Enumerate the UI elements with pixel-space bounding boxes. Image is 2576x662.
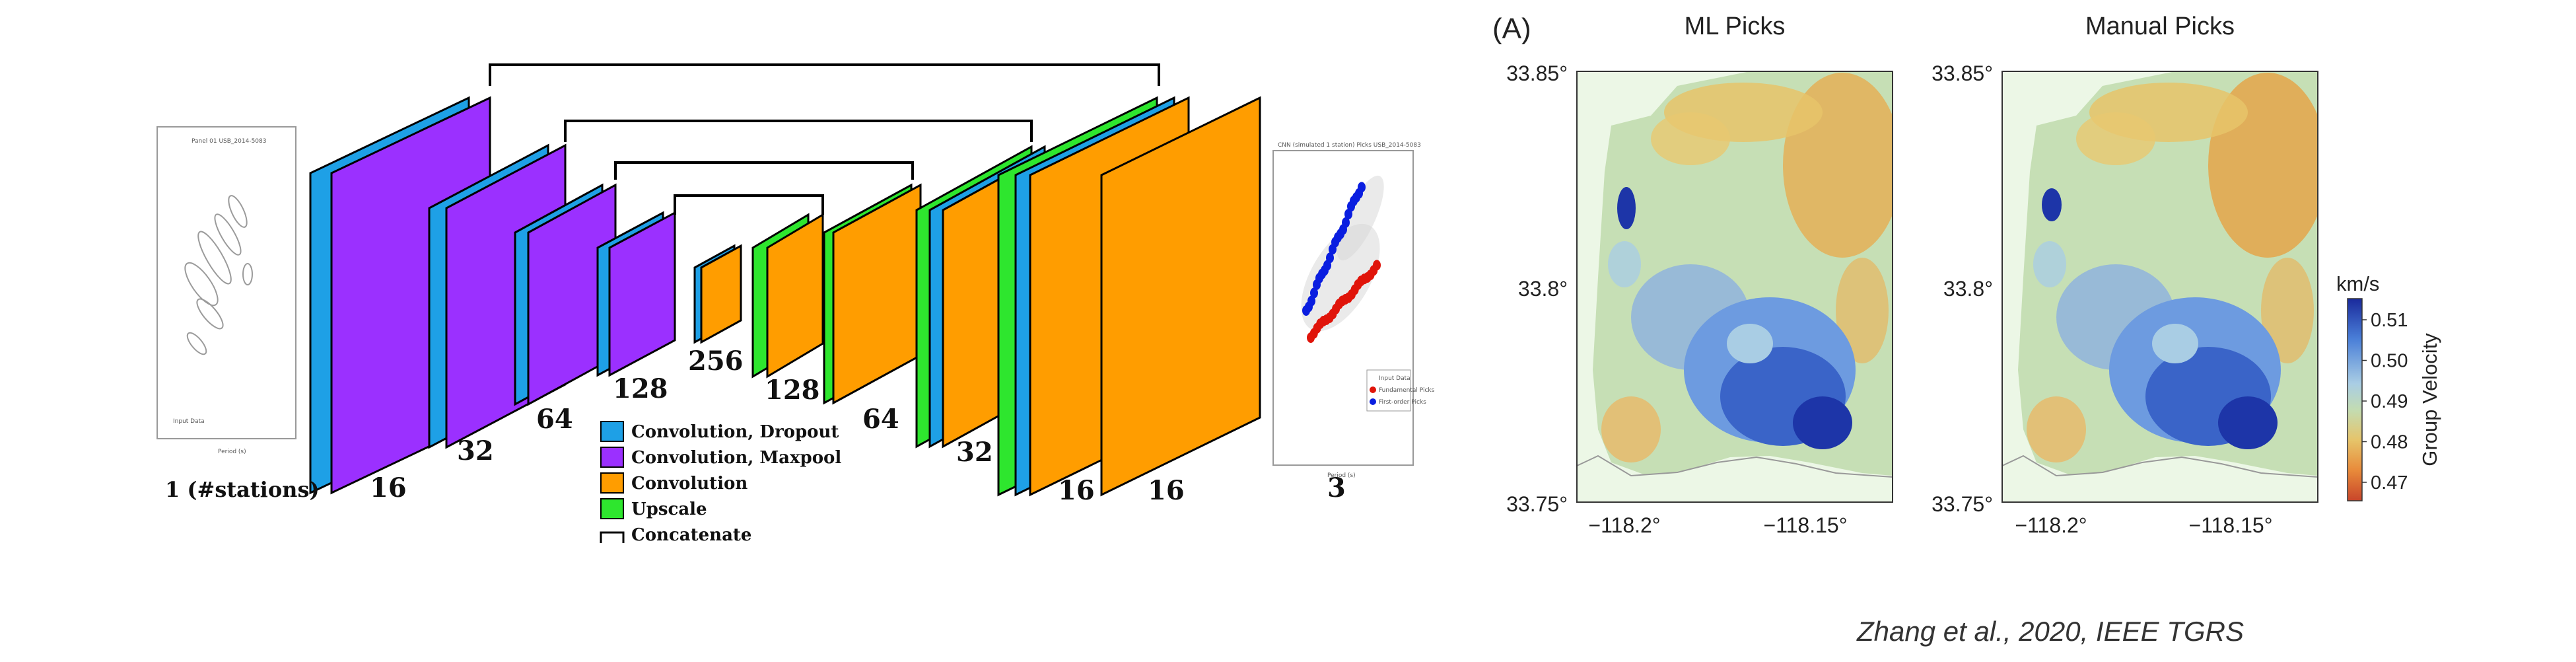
legend-label: Concatenate — [631, 525, 751, 545]
concatenate-brackets — [489, 63, 1160, 215]
fundamental-pick-marker — [1342, 217, 1350, 228]
legend-label: Upscale — [631, 499, 707, 519]
skip-connection-64 — [614, 161, 914, 180]
unet-legend: Convolution, Dropout Convolution, Maxpool… — [600, 421, 841, 545]
label-dec1a: 16 — [1058, 475, 1095, 506]
first-order-picks-series — [1307, 260, 1381, 343]
colorbar-tick-label: 0.50 — [2371, 351, 2408, 372]
output-plot-xlabel: Period (s) — [1327, 472, 1356, 479]
label-input-stations: 1 (#stations) — [165, 477, 320, 502]
label-output: 3 — [1327, 472, 1346, 503]
colorbar-title: Group Velocity — [2418, 333, 2441, 466]
skip-connection-16 — [489, 63, 1160, 86]
legend-swatch — [600, 421, 624, 442]
unet-architecture-diagram: Panel 01 USB_2014-5083 Input Data Period… — [157, 63, 1435, 545]
map-ml-y-ticks: 33.85° 33.8° 33.75° — [1506, 61, 1568, 516]
manual-y-tick-33-75: 33.75° — [1932, 492, 1993, 516]
fundamental-pick-marker — [1358, 182, 1366, 193]
colorbar-tick-label: 0.48 — [2371, 432, 2408, 453]
map-manual-x-ticks: −118.2° −118.15° — [2015, 513, 2272, 537]
decoder — [751, 96, 1261, 497]
colorbar-tick-label: 0.49 — [2371, 391, 2408, 412]
ml-y-tick-33-8: 33.8° — [1518, 277, 1568, 301]
map-manual-picks — [2002, 71, 2318, 503]
legend-swatch-concatenate — [600, 531, 625, 543]
skip-connection-128 — [674, 194, 824, 215]
dec3-conv-layer — [832, 183, 922, 405]
dec1-conv-layer-b — [1100, 96, 1261, 497]
input-data-plot: Panel 01 USB_2014-5083 Input Data Period… — [157, 126, 296, 455]
label-enc3: 64 — [536, 404, 573, 435]
input-plot-xlabel: Period (s) — [218, 449, 246, 455]
map-ml-x-ticks: −118.2° −118.15° — [1588, 513, 1847, 537]
label-enc1: 16 — [370, 472, 407, 503]
legend-item-0: Convolution, Dropout — [600, 421, 839, 442]
bottleneck-conv-layer — [700, 244, 742, 344]
colorbar-unit: km/s — [2336, 272, 2379, 295]
label-dec1b: 16 — [1148, 475, 1185, 506]
map-ml-picks — [1576, 71, 1893, 503]
dec4-conv-layer — [766, 213, 824, 379]
input-plot-title: Panel 01 USB_2014-5083 — [191, 138, 266, 145]
input-plot-legend: Input Data — [173, 418, 205, 425]
legend-swatch — [600, 472, 624, 494]
colorbar-tick-label: 0.47 — [2371, 472, 2408, 494]
first-order-pick-marker — [1373, 260, 1381, 271]
enc4-maxpool-layer — [608, 211, 676, 377]
fundamental-pick-marker — [1326, 252, 1334, 264]
label-dec4: 128 — [765, 375, 820, 406]
output-plot-title: CNN (simulated 1 station) Picks USB_2014… — [1278, 142, 1421, 149]
legend-item-2: Convolution — [600, 472, 748, 494]
manual-x-tick-118-2: −118.2° — [2015, 513, 2087, 537]
encoder — [309, 96, 742, 495]
fundamental-pick-marker — [1310, 287, 1318, 299]
legend-label: Convolution — [631, 474, 748, 494]
legend-item-4: Concatenate — [600, 525, 751, 545]
label-dec2: 32 — [956, 437, 993, 468]
legend-label: Convolution, Dropout — [631, 422, 839, 442]
label-dec3: 64 — [862, 404, 899, 435]
velocity-colorbar: km/s 0.51 0.50 0.49 0.48 0.47 Group Velocity — [2336, 272, 2441, 501]
manual-y-tick-33-8: 33.8° — [1943, 277, 1993, 301]
map-title-manual: Manual Picks — [2085, 13, 2235, 40]
ml-x-tick-118-15: −118.15° — [1764, 513, 1848, 537]
colorbar-ticks: 0.51 0.50 0.49 0.48 0.47 — [2362, 310, 2408, 494]
skip-connection-32 — [564, 120, 1033, 142]
fundamental-pick-marker — [1307, 295, 1315, 307]
output-plot-legend: Input Data Fundamental Picks First-order… — [1366, 369, 1435, 412]
citation: Zhang et al., 2020, IEEE TGRS — [1856, 616, 2244, 647]
layer-count-labels: 1 (#stations) 16 32 64 128 256 128 64 32… — [165, 346, 1346, 506]
ml-y-tick-33-85: 33.85° — [1506, 61, 1568, 85]
map-title-ml: ML Picks — [1685, 13, 1786, 40]
legend-item-1: Convolution, Maxpool — [600, 447, 841, 468]
output-legend-first-order: First-order Picks — [1379, 399, 1426, 406]
panel-label: (A) — [1492, 13, 1531, 45]
legend-swatch — [600, 498, 624, 519]
output-legend-fundamental: Fundamental Picks — [1379, 387, 1435, 394]
ml-x-tick-118-2: −118.2° — [1588, 513, 1660, 537]
colorbar-tick-label: 0.51 — [2371, 310, 2408, 331]
legend-label: Convolution, Maxpool — [631, 448, 841, 468]
legend-swatch — [600, 447, 624, 468]
fundamental-picks-series — [1302, 182, 1366, 316]
label-bottleneck: 256 — [688, 346, 744, 377]
manual-x-tick-118-15: −118.15° — [2189, 513, 2273, 537]
output-picks-plot: CNN (simulated 1 station) Picks USB_2014… — [1272, 142, 1435, 479]
manual-y-tick-33-85: 33.85° — [1932, 61, 1993, 85]
map-manual-y-ticks: 33.85° 33.8° 33.75° — [1932, 61, 1993, 516]
label-enc2: 32 — [457, 435, 494, 466]
label-enc4: 128 — [613, 373, 668, 404]
group-velocity-maps: (A) ML Picks Manual Picks — [1492, 13, 2441, 647]
ml-y-tick-33-75: 33.75° — [1506, 492, 1568, 516]
output-legend-input-data: Input Data — [1379, 375, 1410, 382]
legend-item-3: Upscale — [600, 498, 707, 519]
